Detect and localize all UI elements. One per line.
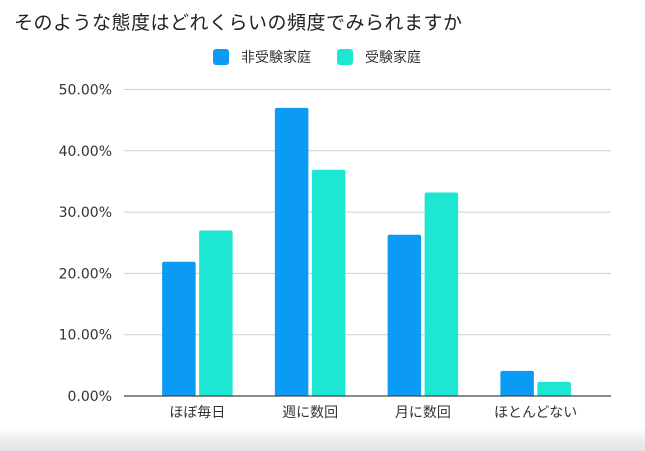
y-tick-label: 20.00% [59,266,112,282]
legend-item-non-exam: 非受験家庭 [213,47,311,67]
bar-exam [311,169,346,396]
legend-swatch [337,49,353,65]
bar-exam [537,381,571,396]
y-tick-label: 40.00% [59,144,112,160]
bar-non-exam [274,107,309,396]
bar-non-exam [500,370,534,396]
legend-label: 受験家庭 [365,50,421,66]
x-tick-label: 週に数回 [282,405,338,421]
bar-non-exam [162,261,196,396]
chart-title: そのような態度はどれくらいの頻度でみられますか [14,12,463,34]
legend-swatch [213,49,229,65]
x-tick-label: 月に数回 [395,405,451,421]
bottom-shadow [0,428,645,451]
legend-item-exam: 受験家庭 [337,47,421,67]
y-tick-label: 0.00% [68,389,112,405]
x-tick-label: ほぼ毎日 [169,405,225,421]
legend: 非受験家庭 受験家庭 [213,47,447,67]
legend-label: 非受験家庭 [241,50,311,66]
y-tick-label: 50.00% [59,83,112,99]
bar-non-exam [387,234,422,396]
y-tick-label: 30.00% [59,205,112,221]
y-tick-label: 10.00% [59,328,112,344]
bar-exam [199,230,233,396]
x-tick-label: ほとんどない [494,405,577,421]
bar-exam [424,192,459,396]
